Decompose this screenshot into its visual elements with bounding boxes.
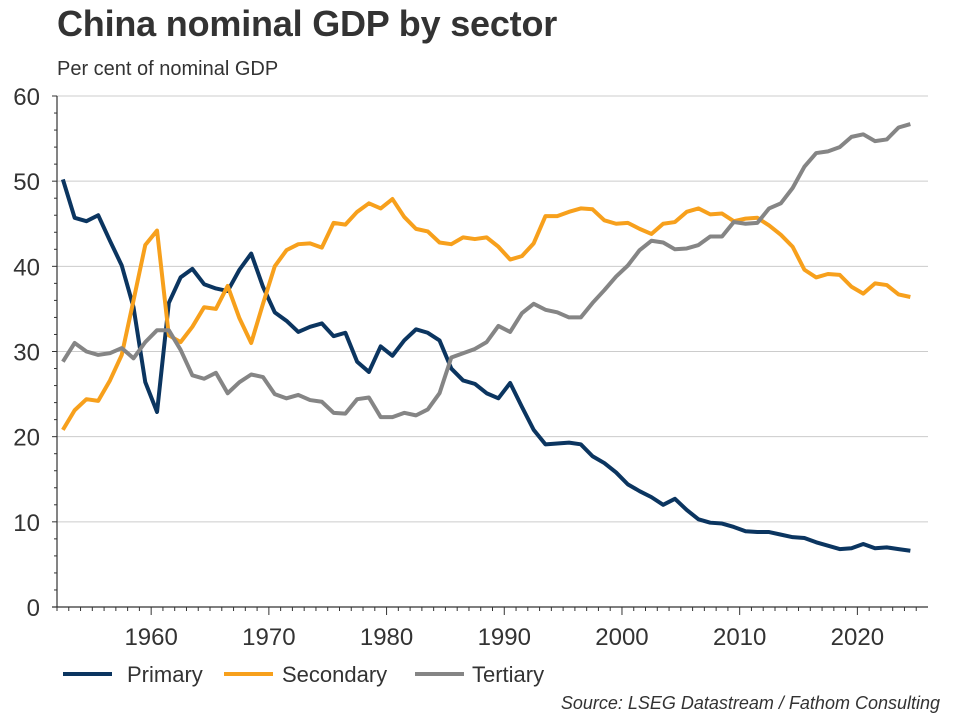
x-tick-label: 1980 xyxy=(360,624,413,651)
chart-subtitle: Per cent of nominal GDP xyxy=(57,58,279,80)
legend-item-secondary: Secondary xyxy=(224,662,387,687)
legend-label: Secondary xyxy=(282,662,387,687)
source-note: Source: LSEG Datastream / Fathom Consult… xyxy=(560,693,940,713)
chart-title: China nominal GDP by sector xyxy=(57,3,558,44)
legend-item-primary: Primary xyxy=(63,662,203,687)
axes: 0 10 20 30 40 50 60 1960 1970 1980 1990 2000 2010 202… xyxy=(13,84,928,651)
y-tick-label: 50 xyxy=(13,169,40,196)
x-tick-label: 1970 xyxy=(242,624,295,651)
legend-item-tertiary: Tertiary xyxy=(415,662,544,687)
x-tick-label: 1960 xyxy=(124,624,177,651)
series-lines xyxy=(60,122,911,553)
series-line-primary xyxy=(60,178,911,553)
y-tick-label: 60 xyxy=(13,84,40,111)
y-tick-label: 10 xyxy=(13,510,40,537)
y-tick-label: 40 xyxy=(13,254,40,281)
legend-label: Tertiary xyxy=(472,662,544,687)
legend: Primary Secondary Tertiary xyxy=(63,662,544,687)
series-line-tertiary xyxy=(61,122,911,420)
y-tick-label: 30 xyxy=(13,340,40,367)
y-tick-label: 0 xyxy=(27,595,40,622)
legend-label: Primary xyxy=(127,662,203,687)
x-tick-label: 2000 xyxy=(595,624,648,651)
y-tick-label: 20 xyxy=(13,425,40,452)
series-line-secondary xyxy=(61,197,911,431)
x-tick-label: 1990 xyxy=(478,624,531,651)
x-tick-label: 2020 xyxy=(831,624,884,651)
gridlines xyxy=(57,95,928,523)
x-tick-label: 2010 xyxy=(713,624,766,651)
